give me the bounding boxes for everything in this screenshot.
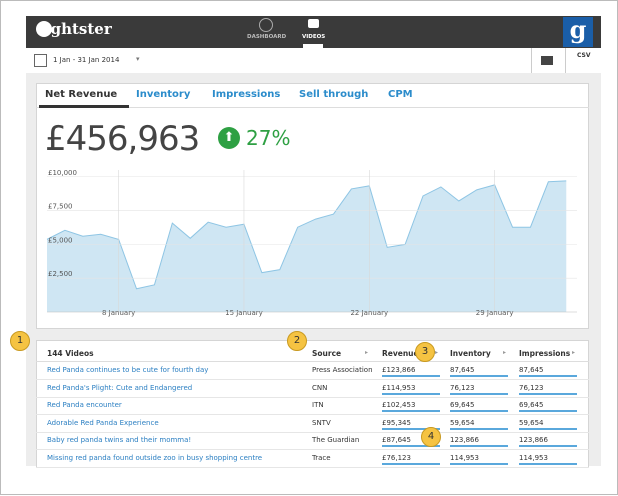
column-header[interactable]: 144 Videos [47,349,94,358]
cell: 59,654 [519,419,577,430]
video-title[interactable]: Adorable Red Panda Experience [47,418,159,427]
cell: 123,866 [519,436,577,448]
header-line [36,361,589,362]
row-line [36,467,589,468]
tab[interactable]: CPM [388,89,413,100]
row-line [36,449,589,451]
video-title[interactable]: Missing red panda found outside zoo in b… [47,454,263,462]
cell: £102,453 [382,401,440,413]
logo: rightster [37,20,112,38]
csv[interactable]: CSV [577,52,591,59]
cell: 87,645 [450,366,508,377]
change: 27% [246,126,291,150]
annotation-badge: 2 [287,331,307,351]
sort-arrow[interactable]: ▸ [365,349,369,356]
x-tick-label: 15 January [225,309,263,317]
column-header[interactable]: Source [312,349,342,358]
date-range[interactable]: 1 Jan - 31 Jan 2014 [53,56,120,64]
nav-videos[interactable]: VIDEOS [302,34,326,40]
video-title[interactable]: Red Panda's Plight: Cute and Endangered [47,383,193,392]
video-title[interactable]: Red Panda encounter [47,401,122,410]
row-line [36,414,589,416]
annotation-badge: 3 [415,342,435,362]
column-header[interactable]: Revenue [382,349,419,358]
x-tick-label: 29 January [476,309,514,317]
cell: 114,953 [450,454,508,465]
cell: £123,866 [382,366,440,377]
toolbar: 1 Jan - 31 Jan 2014 ▾ CSV [26,48,601,74]
cell: 76,123 [519,384,577,395]
column-header[interactable]: Inventory [450,349,491,358]
row-line [36,396,589,398]
column-header[interactable]: Impressions [519,349,571,358]
cell: CNN [312,383,328,392]
sort-arrow[interactable]: ▸ [435,349,439,356]
row-line [36,379,589,380]
cell: 69,645 [450,401,508,413]
video-title[interactable]: Baby red panda twins and their momma! [47,436,192,445]
row-line [36,431,589,433]
nav-dashboard[interactable]: DASHBOARD [247,34,287,40]
y-tick-label: £2,500 [48,270,73,278]
cell: 87,645 [519,366,577,377]
account[interactable]: g [563,17,593,47]
cell: Press Association [312,366,373,374]
x-tick-label: 22 January [350,309,388,317]
cell: 59,654 [450,419,508,430]
cell: The Guardian [312,436,360,445]
cell: £114,953 [382,384,440,395]
annotation-badge: 4 [421,427,441,447]
tab[interactable]: Sell through [299,89,369,100]
sort-arrow[interactable]: ▸ [572,349,576,356]
y-tick-label: £5,000 [48,236,73,244]
y-tick-label: £7,500 [48,203,73,211]
cell: 69,645 [519,401,577,413]
sort-arrow[interactable]: ▸ [503,349,507,356]
cell: £76,123 [382,454,440,465]
tab[interactable]: Inventory [136,89,191,100]
cell: Trace [312,454,331,462]
cell: 76,123 [450,384,508,395]
cell: £95,345 [382,419,440,430]
tab[interactable]: Net Revenue [45,89,118,100]
y-tick-label: £10,000 [48,169,77,177]
cell: £87,645 [382,436,440,448]
cell: SNTV [312,418,331,427]
x-tick-label: 8 January [102,309,135,317]
cell: 123,866 [450,436,508,448]
total-value: £456,963 [45,119,200,159]
annotation-badge: 1 [10,331,30,351]
area-line [46,180,567,290]
cell: 114,953 [519,454,577,465]
area [47,180,567,312]
top-bar: rightster DASHBOARD VIDEOS g [26,16,601,48]
tab[interactable]: Impressions [212,89,281,100]
video-title[interactable]: Red Panda continues to be cute for fourt… [47,366,209,374]
cell: ITN [312,401,324,410]
